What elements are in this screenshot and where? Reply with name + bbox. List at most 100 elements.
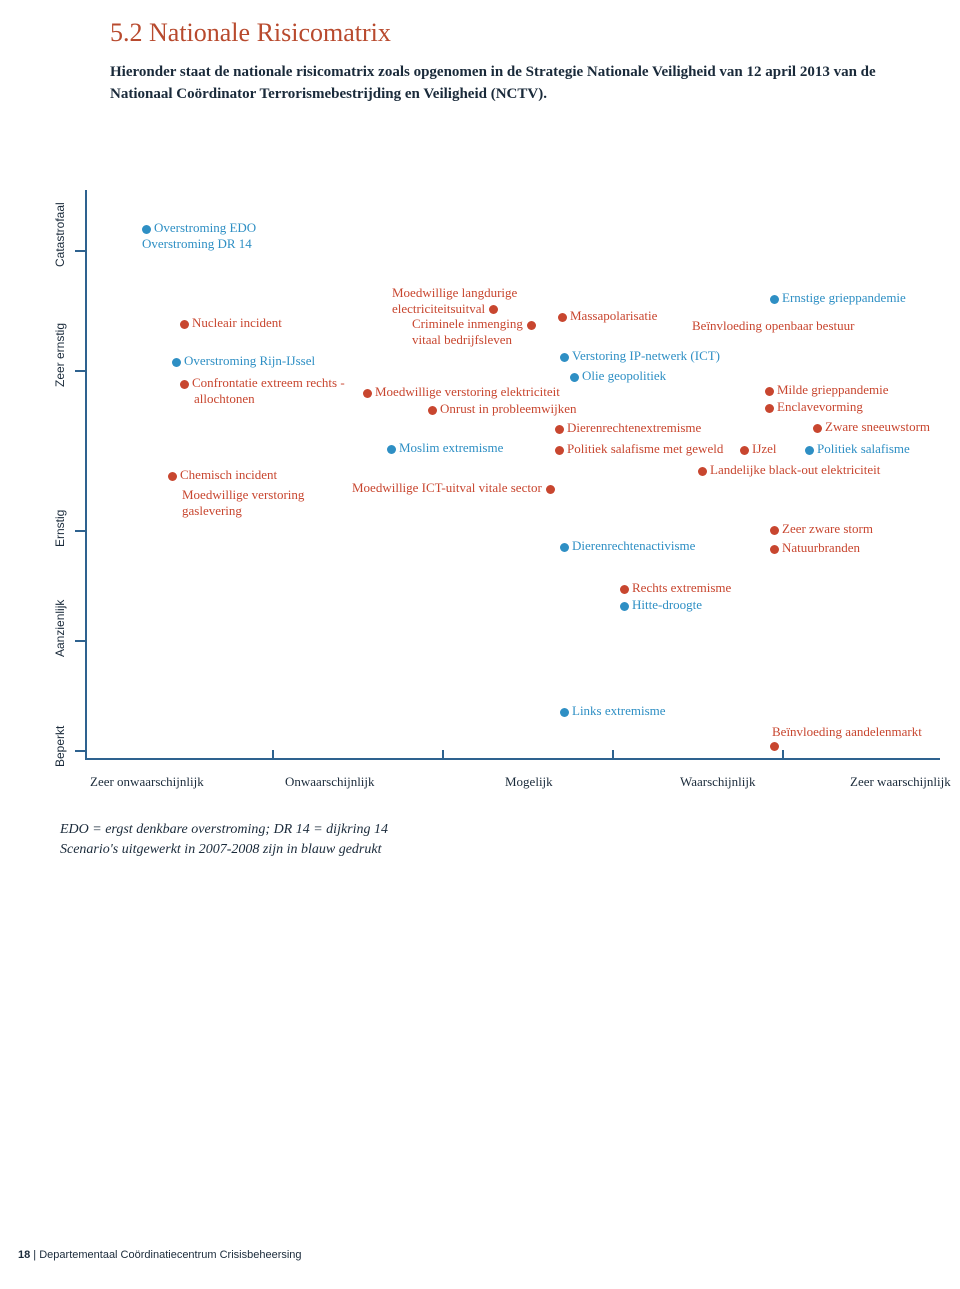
risk-dot [387, 445, 396, 454]
risk-point: Overstroming EDOOverstroming DR 14 [142, 220, 256, 251]
risk-label: IJzel [752, 441, 777, 456]
risk-dot [172, 358, 181, 367]
risk-dot [168, 472, 177, 481]
risk-dot [765, 404, 774, 413]
risk-dot [770, 295, 779, 304]
risk-point: Landelijke black-out elektriciteit [698, 462, 880, 478]
risk-label: gaslevering [182, 503, 242, 518]
risk-label: Moslim extremisme [399, 440, 503, 455]
risk-label: Overstroming DR 14 [142, 236, 252, 251]
risk-dot [180, 380, 189, 389]
risk-dot [363, 389, 372, 398]
risk-label: Milde grieppandemie [777, 382, 889, 397]
risk-label: Moedwillige ICT-uitval vitale sector [352, 480, 542, 495]
risk-label: Moedwillige langdurige [392, 285, 517, 300]
page-footer: 18 | Departementaal Coördinatiecentrum C… [18, 1249, 302, 1261]
y-tick [75, 640, 87, 642]
risk-matrix-chart: CatastrofaalZeer ernstigErnstigAanzienli… [60, 190, 940, 800]
x-tick [612, 750, 614, 760]
risk-dot [142, 225, 151, 234]
risk-label: Beïnvloeding aandelenmarkt [772, 724, 922, 739]
risk-dot [555, 425, 564, 434]
risk-label: Criminele inmenging [412, 316, 523, 331]
risk-point: Beïnvloeding aandelenmarkt [772, 724, 922, 740]
y-tick [75, 530, 87, 532]
risk-label: Natuurbranden [782, 540, 860, 555]
risk-label: Zeer zware storm [782, 521, 873, 536]
risk-dot [489, 305, 498, 314]
y-axis-label: Ernstig [53, 527, 67, 547]
risk-dot [770, 742, 779, 751]
risk-point: Zware sneeuwstorm [813, 419, 930, 435]
x-axis-label: Onwaarschijnlijk [285, 774, 375, 790]
x-axis-label: Zeer onwaarschijnlijk [90, 774, 204, 790]
y-tick [75, 250, 87, 252]
risk-label: Verstoring IP-netwerk (ICT) [572, 348, 720, 363]
y-axis [85, 190, 87, 760]
x-axis-label: Zeer waarschijnlijk [850, 774, 951, 790]
risk-label: Overstroming Rijn-IJssel [184, 353, 315, 368]
footer-separator: | [30, 1249, 39, 1261]
risk-dot [620, 585, 629, 594]
chart-footnote: EDO = ergst denkbare overstroming; DR 14… [60, 820, 388, 859]
risk-dot [770, 545, 779, 554]
x-tick [782, 750, 784, 760]
risk-point: Dierenrechtenactivisme [560, 538, 695, 554]
risk-label: Links extremisme [572, 703, 666, 718]
risk-dot [770, 526, 779, 535]
risk-point: IJzel [740, 441, 777, 457]
risk-dot [560, 353, 569, 362]
risk-label: Ernstige grieppandemie [782, 290, 906, 305]
risk-dot [546, 485, 555, 494]
risk-point: Criminele inmengingvitaal bedrijfsleven [412, 316, 536, 347]
risk-point: Links extremisme [560, 703, 666, 719]
risk-label: Enclavevorming [777, 399, 863, 414]
risk-dot [813, 424, 822, 433]
risk-label: Overstroming EDO [154, 220, 256, 235]
risk-point: Moedwillige ICT-uitval vitale sector [352, 480, 555, 496]
risk-dot [740, 446, 749, 455]
risk-point: Massapolarisatie [558, 308, 657, 324]
risk-dot [180, 320, 189, 329]
risk-point: Moedwillige verstoringgaslevering [182, 487, 304, 518]
risk-dot [428, 406, 437, 415]
risk-point: Natuurbranden [770, 540, 860, 556]
y-axis-label: Beperkt [53, 747, 67, 767]
risk-dot [805, 446, 814, 455]
risk-point: Rechts extremisme [620, 580, 731, 596]
risk-label: electriciteitsuitval [392, 301, 485, 316]
risk-point: Politiek salafisme [805, 441, 910, 457]
risk-point: Beïnvloeding openbaar bestuur [692, 318, 854, 334]
risk-point: Milde grieppandemie [765, 382, 889, 398]
risk-point: Olie geopolitiek [570, 368, 666, 384]
risk-point: Politiek salafisme met geweld [555, 441, 723, 457]
risk-dot [620, 602, 629, 611]
risk-label: Beïnvloeding openbaar bestuur [692, 318, 854, 333]
risk-label: Confrontatie extreem rechts - [192, 375, 345, 390]
y-axis-label: Catastrofaal [53, 247, 67, 267]
y-axis-label: Aanzienlijk [53, 637, 67, 657]
y-tick [75, 370, 87, 372]
x-tick [272, 750, 274, 760]
risk-point: Zeer zware storm [770, 521, 873, 537]
risk-label: Hitte-droogte [632, 597, 702, 612]
risk-point: Confrontatie extreem rechts -allochtonen [180, 375, 345, 406]
risk-label: Onrust in probleemwijken [440, 401, 576, 416]
risk-point: Enclavevorming [765, 399, 863, 415]
x-axis-label: Waarschijnlijk [680, 774, 756, 790]
risk-label: Massapolarisatie [570, 308, 657, 323]
page-title: 5.2 Nationale Risicomatrix [110, 18, 391, 48]
risk-label: Dierenrechtenactivisme [572, 538, 695, 553]
risk-dot [560, 543, 569, 552]
risk-point: Nucleair incident [180, 315, 282, 331]
intro-paragraph: Hieronder staat de nationale risicomatri… [110, 62, 900, 106]
footnote-line-1: EDO = ergst denkbare overstroming; DR 14… [60, 820, 388, 840]
risk-point: Moedwillige verstoring elektriciteit [363, 384, 560, 400]
risk-label: Rechts extremisme [632, 580, 731, 595]
x-axis [85, 758, 940, 760]
risk-label: Moedwillige verstoring [182, 487, 304, 502]
risk-label: Landelijke black-out elektriciteit [710, 462, 880, 477]
footer-doc-title: Departementaal Coördinatiecentrum Crisis… [39, 1249, 301, 1261]
risk-label: Politiek salafisme met geweld [567, 441, 723, 456]
risk-point: Moslim extremisme [387, 440, 503, 456]
